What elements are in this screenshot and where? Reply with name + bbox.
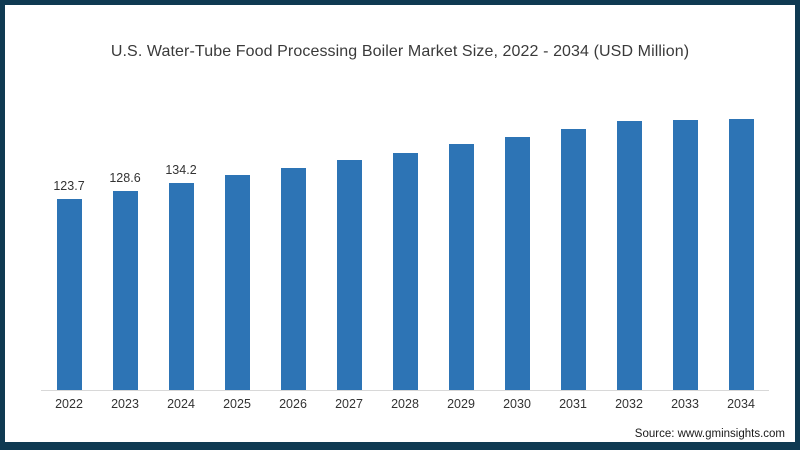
x-tick-label: 2022 xyxy=(55,397,83,411)
bar-column: 123.7 xyxy=(41,100,97,390)
bar-column xyxy=(433,100,489,390)
x-tick-label: 2023 xyxy=(111,397,139,411)
x-tick-label: 2030 xyxy=(503,397,531,411)
bar-column xyxy=(545,100,601,390)
bar-value-label: 134.2 xyxy=(165,162,197,177)
bar xyxy=(672,119,698,390)
bar xyxy=(224,175,250,390)
x-tick-label: 2028 xyxy=(391,397,419,411)
bar-column xyxy=(601,100,657,390)
bar-column xyxy=(321,100,377,390)
chart-title: U.S. Water-Tube Food Processing Boiler M… xyxy=(110,43,690,60)
bar-value-label: 123.7 xyxy=(53,178,85,193)
bar xyxy=(168,182,194,390)
x-tick-label: 2031 xyxy=(559,397,587,411)
bar xyxy=(560,128,586,390)
bar xyxy=(448,143,474,390)
bar-column xyxy=(657,100,713,390)
bar-column xyxy=(209,100,265,390)
bar-column xyxy=(377,100,433,390)
x-tick-label: 2033 xyxy=(671,397,699,411)
x-tick-label: 2025 xyxy=(223,397,251,411)
bar-column: 128.6 xyxy=(97,100,153,390)
bar xyxy=(728,119,754,390)
bar-column xyxy=(713,100,769,390)
bar xyxy=(616,121,642,390)
bar-value-label: 128.6 xyxy=(109,171,141,186)
x-tick-label: 2027 xyxy=(335,397,363,411)
x-tick-label: 2034 xyxy=(727,397,755,411)
x-tick-label: 2024 xyxy=(167,397,195,411)
x-tick-label: 2032 xyxy=(615,397,643,411)
bar xyxy=(336,160,362,390)
x-axis-labels: 2022 2023 2024 2025 2026 2027 2028 2029 2030 2031… xyxy=(41,397,769,411)
bar xyxy=(280,168,306,390)
bar xyxy=(504,136,530,390)
bar-column xyxy=(265,100,321,390)
plot-area: 123.7 128.6 134.2 xyxy=(41,100,769,391)
bar-column xyxy=(489,100,545,390)
bar xyxy=(392,152,418,390)
bar-column: 134.2 xyxy=(153,100,209,390)
x-tick-label: 2029 xyxy=(447,397,475,411)
source-note: Source: www.gminsights.com xyxy=(634,428,785,440)
bar xyxy=(112,191,138,390)
bar xyxy=(56,198,82,390)
x-tick-label: 2026 xyxy=(279,397,307,411)
